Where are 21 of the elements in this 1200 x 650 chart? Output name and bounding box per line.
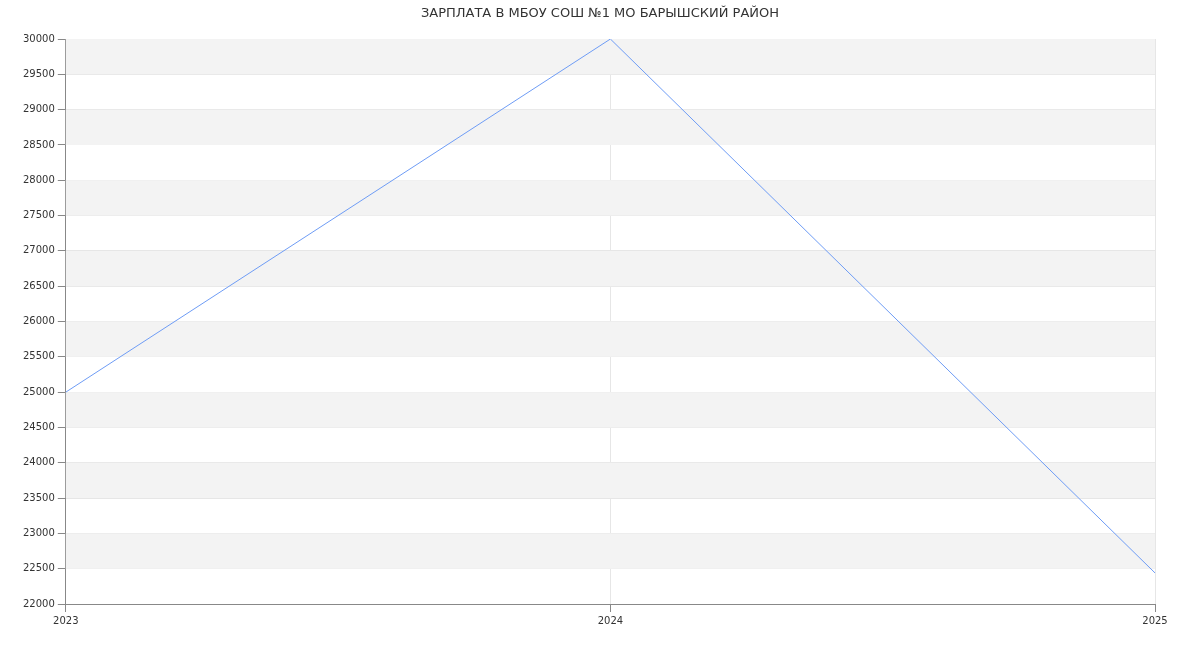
x-tick-label: 2025 <box>1142 614 1168 626</box>
y-tick-label: 24500 <box>23 421 55 433</box>
y-tick-label: 22500 <box>23 562 55 574</box>
y-tick-label: 26500 <box>23 279 55 291</box>
y-tick-label: 28000 <box>23 173 55 185</box>
chart-title: ЗАРПЛАТА В МБОУ СОШ №1 МО БАРЫШСКИЙ РАЙОН <box>419 5 781 20</box>
y-tick-label: 28500 <box>23 138 55 150</box>
y-tick-label: 25000 <box>23 385 55 397</box>
y-tick-label: 23000 <box>23 526 55 538</box>
y-tick-label: 27500 <box>23 209 55 221</box>
y-tick-label: 23500 <box>23 491 55 503</box>
x-tick-label: 2023 <box>53 614 79 626</box>
y-tick-label: 29000 <box>23 103 55 115</box>
y-tick-label: 25500 <box>23 350 55 362</box>
y-tick-label: 29500 <box>23 67 55 79</box>
y-tick-label: 30000 <box>23 32 55 44</box>
y-tick-label: 24000 <box>23 456 55 468</box>
y-tick-label: 27000 <box>23 244 55 256</box>
y-tick-label: 22000 <box>23 597 55 609</box>
x-tick-label: 2024 <box>597 614 624 626</box>
y-tick-label: 26000 <box>23 315 55 327</box>
